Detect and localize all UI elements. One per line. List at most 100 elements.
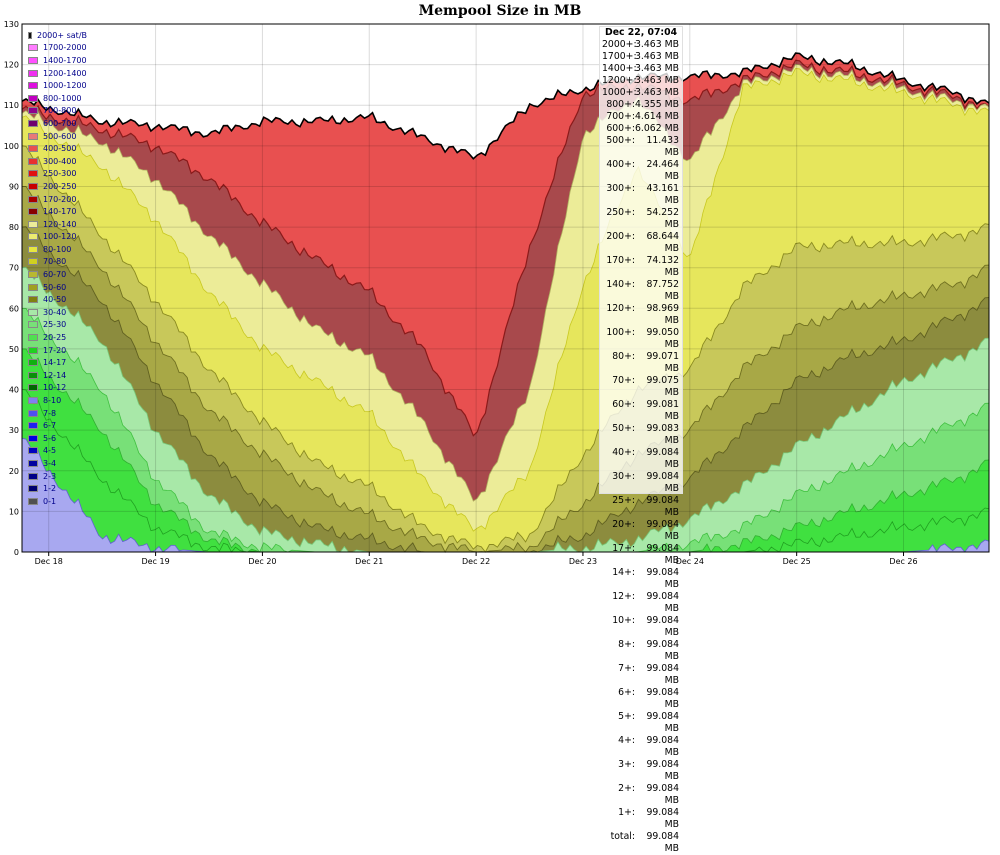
tooltip-row: 3+: 99.084 MB <box>602 759 680 783</box>
legend-item[interactable]: 140-170 <box>25 205 87 218</box>
y-tick-label: 110 <box>4 101 19 110</box>
tooltip-row: 200+: 68.644 MB <box>602 231 680 255</box>
legend-item[interactable]: 60-70 <box>25 268 87 281</box>
tooltip-key: 70+: <box>612 375 635 386</box>
legend-item[interactable]: 500-600 <box>25 130 87 143</box>
legend-label: 800-1000 <box>43 93 82 103</box>
legend-item[interactable]: 300-400 <box>25 155 87 168</box>
legend-item[interactable]: 200-250 <box>25 180 87 193</box>
y-tick-label: 10 <box>9 507 19 516</box>
legend-swatch <box>28 69 38 77</box>
tooltip-key: 500+: <box>606 135 635 146</box>
legend-item[interactable]: 8-10 <box>25 394 87 407</box>
tooltip-value: 99.084 MB <box>646 783 679 806</box>
legend-item[interactable]: 800-1000 <box>25 92 87 105</box>
legend-item[interactable]: 80-100 <box>25 243 87 256</box>
x-tick-label: Dec 23 <box>569 557 597 566</box>
tooltip-value: 54.252 MB <box>646 207 679 230</box>
tooltip-row: 2000+: 3.463 MB <box>602 39 680 51</box>
tooltip-key: 25+: <box>612 495 635 506</box>
tooltip-key: 20+: <box>612 519 635 530</box>
legend-swatch <box>28 434 38 442</box>
tooltip-row: 4+: 99.084 MB <box>602 735 680 759</box>
legend-item[interactable]: 14-17 <box>25 356 87 369</box>
legend-item[interactable]: 17-20 <box>25 344 87 357</box>
legend-item[interactable]: 100-120 <box>25 231 87 244</box>
tooltip-key: 8+: <box>618 639 635 650</box>
legend-item[interactable]: 10-12 <box>25 382 87 395</box>
legend-item[interactable]: 1400-1700 <box>25 54 87 67</box>
legend-swatch <box>28 422 38 430</box>
legend-swatch <box>28 296 38 304</box>
tooltip-row: 6+: 99.084 MB <box>602 687 680 711</box>
tooltip-row: 30+: 99.084 MB <box>602 471 680 495</box>
y-tick-label: 60 <box>9 304 19 313</box>
legend-item[interactable]: 1200-1400 <box>25 67 87 80</box>
tooltip-value: 99.084 MB <box>646 543 679 566</box>
legend-item[interactable]: 1000-1200 <box>25 79 87 92</box>
series-line-f40 <box>22 186 990 553</box>
legend-item[interactable]: 250-300 <box>25 168 87 181</box>
legend-item[interactable]: 70-80 <box>25 256 87 269</box>
area-band-f120-f140 <box>22 60 989 502</box>
legend-swatch <box>28 31 32 39</box>
legend-item[interactable]: 2000+ sat/B <box>25 29 87 42</box>
legend-item[interactable]: 7-8 <box>25 407 87 420</box>
legend-item[interactable]: 6-7 <box>25 419 87 432</box>
legend-swatch <box>28 195 38 203</box>
tooltip-row: 12+: 99.084 MB <box>602 591 680 615</box>
legend-swatch <box>28 447 38 455</box>
tooltip-value: 99.084 MB <box>646 471 679 494</box>
tooltip-key: 5+: <box>618 711 635 722</box>
legend-item[interactable]: 2-3 <box>25 470 87 483</box>
y-tick-label: 50 <box>9 345 19 354</box>
legend-item[interactable]: 30-40 <box>25 306 87 319</box>
tooltip-value: 99.084 MB <box>646 591 679 614</box>
tooltip-value: 99.081 MB <box>646 399 679 422</box>
chart-plot[interactable]: 0 10 20 30 40 50 60 70 80 90 100 110 120 130 Dec 18 Dec… <box>0 0 1000 570</box>
legend-item[interactable]: 40-50 <box>25 293 87 306</box>
legend-item[interactable]: 400-500 <box>25 142 87 155</box>
tooltip-rows: 2000+: 3.463 MB 1700+: 3.463 MB 1400+: 3.463 … <box>602 39 680 855</box>
legend-item[interactable]: 4-5 <box>25 445 87 458</box>
legend-label: 2000+ sat/B <box>37 30 87 40</box>
legend-item[interactable]: 50-60 <box>25 281 87 294</box>
tooltip-row: 500+: 11.433 MB <box>602 135 680 159</box>
legend-item[interactable]: 1-2 <box>25 482 87 495</box>
y-tick-label: 20 <box>9 467 19 476</box>
legend-item[interactable]: 3-4 <box>25 457 87 470</box>
legend-item[interactable]: 5-6 <box>25 432 87 445</box>
legend-label: 17-20 <box>43 345 67 355</box>
legend-item[interactable]: 170-200 <box>25 193 87 206</box>
legend-label: 200-250 <box>43 181 77 191</box>
legend-swatch <box>28 308 38 316</box>
legend-label: 40-50 <box>43 295 67 305</box>
legend-item[interactable]: 12-14 <box>25 369 87 382</box>
tooltip-value: 99.084 MB <box>646 807 679 830</box>
legend-item[interactable]: 0-1 <box>25 495 87 508</box>
tooltip-row: 60+: 99.081 MB <box>602 399 680 423</box>
legend-label: 10-12 <box>43 383 67 393</box>
legend-label: 1700-2000 <box>43 43 87 53</box>
legend-item[interactable]: 25-30 <box>25 319 87 332</box>
legend-item[interactable]: 20-25 <box>25 331 87 344</box>
tooltip-key: 800+: <box>606 99 635 110</box>
legend-label: 80-100 <box>43 244 72 254</box>
tooltip-key: 250+: <box>606 207 635 218</box>
legend-item[interactable]: 120-140 <box>25 218 87 231</box>
legend-label: 60-70 <box>43 270 67 280</box>
legend-label: 140-170 <box>43 207 77 217</box>
tooltip-row: 1700+: 3.463 MB <box>602 51 680 63</box>
legend-item[interactable]: 1700-2000 <box>25 42 87 55</box>
legend-swatch <box>28 44 38 52</box>
legend-item[interactable]: 700-800 <box>25 105 87 118</box>
tooltip-value: 3.463 MB <box>635 75 679 86</box>
series-line-f120 <box>21 63 990 502</box>
tooltip-key: 1700+: <box>602 51 637 62</box>
tooltip-value: 11.433 MB <box>646 135 679 158</box>
tooltip-key: 6+: <box>618 687 635 698</box>
tooltip-key: 17+: <box>612 543 635 554</box>
legend-item[interactable]: 600-700 <box>25 117 87 130</box>
legend-label: 500-600 <box>43 131 77 141</box>
tooltip-row: 800+: 4.355 MB <box>602 99 680 111</box>
